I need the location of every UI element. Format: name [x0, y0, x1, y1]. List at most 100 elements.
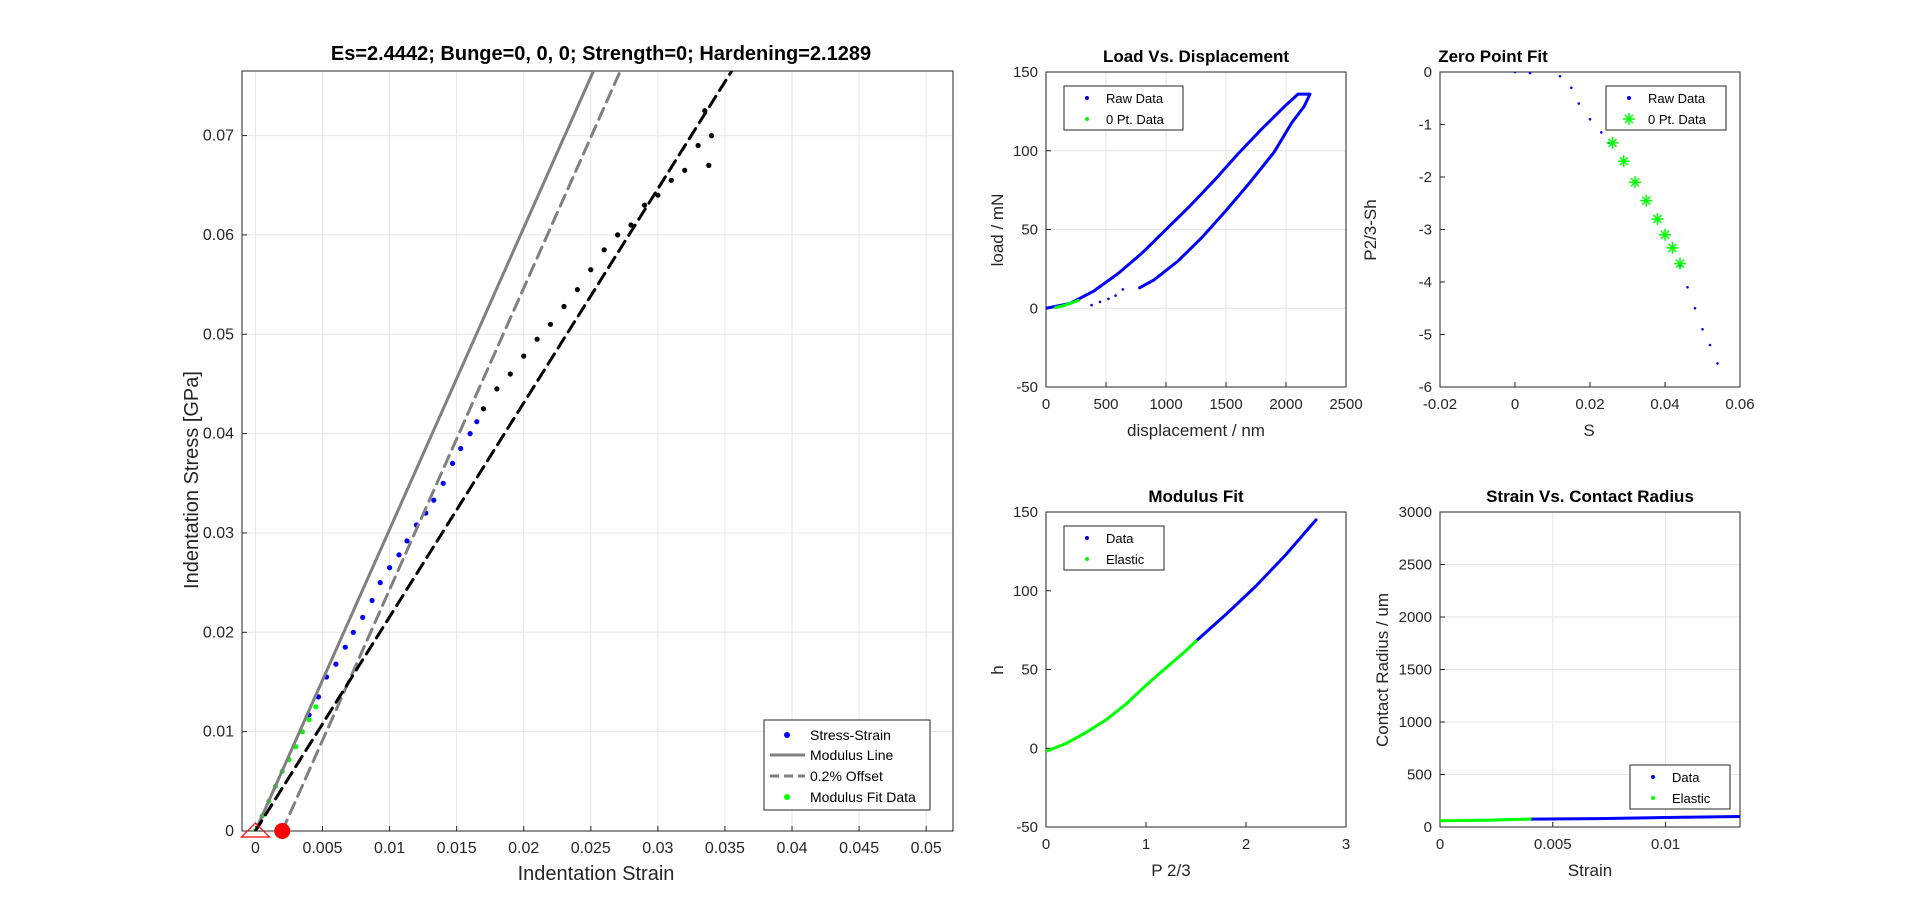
load-raw-data-gap-point-1 [1098, 300, 1102, 304]
strain-legend-data-marker [1651, 775, 1655, 779]
legend-modulus-fit-marker [784, 794, 790, 800]
main-stress-strain-point-19 [474, 419, 480, 425]
strain-ytick-label-4: 2000 [1399, 609, 1432, 626]
load-legend-zero-marker [1085, 117, 1089, 121]
zero-raw-data-point-11 [1701, 328, 1704, 331]
main-stress-strain-plastic-point-16 [695, 142, 701, 149]
strain-data-line [1528, 815, 1740, 821]
main-stress-strain-point-10 [396, 552, 402, 558]
load-ytick-label-4: 150 [1013, 64, 1038, 81]
strain-xtick-label-0: 0 [1436, 836, 1444, 853]
main-stress-strain-plastic-point-7 [574, 287, 581, 293]
strain-ytick-label-0: 0 [1424, 819, 1432, 836]
main-stress-strain-plastic-point-19 [708, 133, 715, 139]
modulus-legend-elastic-marker [1085, 557, 1089, 561]
main-xtick-label-0: 0 [251, 840, 260, 857]
main-xtick-label-6: 0.03 [642, 840, 673, 857]
modulus-xtick-label-3: 3 [1342, 836, 1350, 853]
zero-ytick-label-0: -6 [1419, 379, 1432, 396]
load-xtick-label-3: 1500 [1209, 396, 1242, 413]
main-stress-strain-point-18 [467, 431, 473, 437]
main-stress-strain-point-4 [342, 644, 348, 650]
strain-ytick-label-3: 1500 [1399, 662, 1432, 679]
zero-point-fit-plot: -0.02 0 0.02 0.04 0.06 -6 -5 -4 -3 -2 -1 0 Zero Poi… [1361, 47, 1755, 440]
zero-legend-raw-label: Raw Data [1648, 91, 1706, 106]
main-stress-strain-point-7 [369, 597, 375, 604]
zero-ytick-label-4: -2 [1419, 169, 1432, 186]
main-xtick-label-4: 0.02 [508, 840, 539, 857]
zero-ylabel: P2/3-Sh [1361, 199, 1380, 260]
zero-title: Zero Point Fit [1438, 47, 1548, 66]
zero-ytick-label-2: -4 [1419, 274, 1432, 291]
modulus-legend-elastic-label: Elastic [1106, 552, 1145, 567]
zero-raw-data-point-6 [1600, 131, 1603, 134]
strain-legend-data-label: Data [1672, 770, 1700, 785]
load-0-pt-data-line [1054, 298, 1080, 309]
zero-raw-data-point-9 [1686, 286, 1689, 289]
strain-legend-elastic-marker [1651, 796, 1655, 800]
main-ylabel: Indentation Stress [GPa] [181, 371, 203, 589]
modulus-elastic-line [1046, 639, 1198, 753]
zero-legend-raw-marker [1627, 96, 1631, 100]
load-raw-data-gap-point-3 [1114, 294, 1117, 297]
main-stress-strain-plastic-point-1 [494, 386, 500, 392]
strain-ytick-label-5: 2500 [1399, 557, 1432, 574]
main-modulus-fit-data-point-9 [313, 704, 319, 710]
load-xtick-label-1: 500 [1093, 396, 1118, 413]
main-stress-strain-plastic-point-5 [547, 321, 554, 327]
strain-title: Strain Vs. Contact Radius [1486, 487, 1694, 506]
main-title: Es=2.4442; Bunge=0, 0, 0; Strength=0; Ha… [331, 43, 871, 65]
main-xtick-label-8: 0.04 [776, 840, 807, 857]
modulus-title: Modulus Fit [1148, 487, 1244, 506]
load-legend-box [1063, 85, 1184, 131]
modulus-ylabel: h [988, 665, 1007, 674]
strain-ytick-label-2: 1000 [1399, 714, 1432, 731]
zero-legend: Raw Data 0 Pt. Data [1605, 85, 1727, 131]
zero-raw-data-point-10 [1693, 307, 1697, 310]
main-stress-strain-point-5 [350, 629, 356, 635]
zero-ytick-label-3: -3 [1419, 222, 1432, 239]
strain-ylabel: Contact Radius / um [1373, 593, 1392, 747]
zero-raw-data-point-4 [1577, 102, 1581, 105]
strain-legend-box [1629, 764, 1731, 810]
load-title: Load Vs. Displacement [1103, 47, 1289, 66]
legend-modulus-fit-label: Modulus Fit Data [810, 789, 916, 805]
zero-legend-star-marker [1623, 113, 1635, 125]
main-stress-strain-plot: 0 0.005 0.01 0.015 0.02 0.025 0.03 0.035 0.04 0.0… [181, 43, 954, 885]
zero-0-pt-data-point-7 [1674, 257, 1686, 270]
main-stress-strain-plastic-point-9 [601, 247, 607, 253]
load-xlabel: displacement / nm [1127, 421, 1265, 440]
modulus-ytick-label-4: 150 [1013, 504, 1038, 521]
legend-modulus-line-label: Modulus Line [810, 747, 893, 763]
legend-offset-label: 0.2% Offset [810, 768, 883, 784]
zero-plot-area: -0.02 0 0.02 0.04 0.06 -6 -5 -4 -3 -2 -1 0 [1419, 64, 1755, 413]
load-xtick-label-0: 0 [1042, 396, 1050, 413]
strain-elastic-line [1440, 817, 1532, 823]
main-hardening-fit-line [253, 71, 734, 831]
main-stress-strain-plastic-point-11 [628, 222, 634, 228]
modulus-ytick-label-0: -50 [1016, 819, 1038, 836]
load-raw-data-gap-point-0 [1090, 303, 1093, 307]
modulus-ytick-label-3: 100 [1013, 583, 1038, 600]
main-ytick-label-3: 0.03 [203, 525, 234, 542]
load-legend-zero-label: 0 Pt. Data [1106, 112, 1165, 127]
main-xlabel: Indentation Strain [518, 863, 675, 885]
main-stress-strain-plastic-point-0 [480, 406, 487, 412]
load-raw-data-gap-point-4 [1121, 288, 1125, 291]
modulus-data-line [1194, 518, 1318, 643]
modulus-xlabel: P 2/3 [1151, 861, 1190, 880]
main-xtick-label-7: 0.035 [705, 840, 745, 857]
strain-xlabel: Strain [1568, 861, 1612, 880]
main-ytick-label-4: 0.04 [203, 426, 234, 443]
main-stress-strain-point-16 [450, 460, 456, 466]
load-xtick-label-4: 2000 [1269, 396, 1302, 413]
main-legend-box [763, 719, 931, 811]
modulus-legend-box [1063, 525, 1165, 571]
zero-ytick-label-5: -1 [1419, 117, 1432, 134]
zero-raw-data-point-0 [1513, 72, 1517, 74]
modulus-xtick-label-0: 0 [1042, 836, 1050, 853]
zero-0-pt-data-point-0 [1606, 136, 1619, 149]
main-ytick-label-2: 0.02 [203, 624, 234, 641]
